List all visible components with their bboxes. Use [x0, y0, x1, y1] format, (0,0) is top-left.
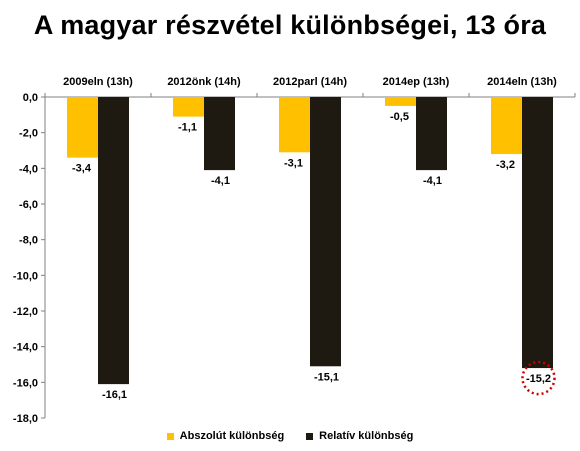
y-tick-label: -6,0	[19, 199, 38, 211]
data-label: -15,2	[526, 373, 551, 385]
bar-abszolut	[279, 97, 310, 153]
data-label: -3,1	[284, 157, 303, 169]
legend-swatch-relativ	[306, 432, 314, 440]
data-label: -1,1	[178, 122, 197, 134]
legend-swatch-abszolut	[166, 432, 174, 440]
bar-abszolut	[385, 97, 416, 106]
category-label: 2012parl (14h)	[273, 76, 347, 88]
data-label: -3,4	[72, 163, 92, 175]
bar-relativ	[522, 97, 553, 369]
y-tick-label: -16,0	[13, 377, 38, 389]
bar-relativ	[204, 97, 235, 171]
bars	[67, 97, 553, 385]
y-tick-label: -12,0	[13, 306, 38, 318]
category-label: 2012önk (14h)	[167, 76, 241, 88]
y-tick-label: -18,0	[13, 413, 38, 425]
chart-title: A magyar részvétel különbségei, 13 óra	[33, 10, 547, 40]
highlight-circle	[521, 360, 556, 396]
bar-relativ	[416, 97, 447, 171]
y-tick-label: -4,0	[19, 163, 38, 175]
data-label: -3,2	[496, 159, 515, 171]
category-label: 2009eln (13h)	[63, 76, 133, 88]
data-label: -15,1	[314, 371, 339, 383]
bar-abszolut	[491, 97, 522, 155]
y-tick-label: -8,0	[19, 235, 38, 247]
bar-abszolut	[67, 97, 98, 158]
y-tick-label: -10,0	[13, 270, 38, 282]
bar-relativ	[310, 97, 341, 367]
category-label: 2014ep (13h)	[383, 76, 450, 88]
legend-item-abszolut: Abszolút különbség	[166, 430, 285, 442]
labels: 2009eln (13h) 2012önk (14h) 2012parl (14h)…	[63, 76, 557, 401]
data-label: -4,1	[423, 175, 442, 187]
legend-label-relativ: Relatív különbség	[319, 430, 414, 442]
legend-item-relativ: Relatív különbség	[306, 430, 413, 442]
category-label: 2014eln (13h)	[487, 76, 557, 88]
legend-label-abszolut: Abszolút különbség	[179, 430, 285, 442]
bar-relativ	[98, 97, 129, 385]
y-tick-label: -14,0	[13, 342, 38, 354]
y-tick-label: 0,0	[23, 92, 38, 104]
y-tick-label: -2,0	[19, 128, 38, 140]
data-label: -0,5	[390, 111, 409, 123]
legend: Abszolút különbség Relatív különbség	[0, 430, 580, 442]
bar-abszolut	[173, 97, 204, 117]
data-label: -16,1	[102, 389, 127, 401]
data-label: -4,1	[211, 175, 230, 187]
